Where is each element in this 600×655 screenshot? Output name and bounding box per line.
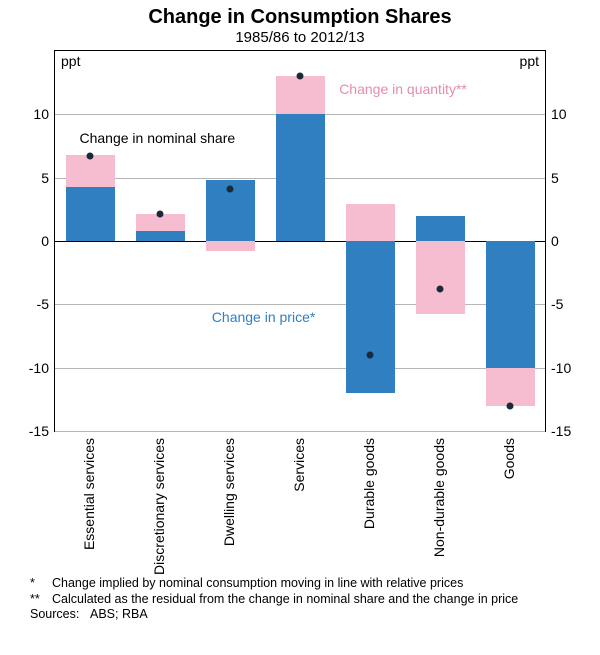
plot-area: ppt ppt -15-15-10-10-5-500551010Change i… — [54, 50, 546, 432]
gridline — [55, 304, 545, 305]
bar-price — [486, 241, 535, 368]
annotation-nominal_share: Change in nominal share — [80, 130, 236, 146]
bar-price — [66, 187, 115, 241]
ytick-left: -10 — [29, 360, 49, 376]
footnote-2: ** Calculated as the residual from the c… — [30, 592, 580, 608]
x-label: Essential services — [81, 438, 97, 550]
footnote-mark: * — [30, 576, 52, 592]
x-label: Dwelling services — [221, 438, 237, 546]
bar-price — [416, 216, 465, 241]
ytick-right: -5 — [551, 296, 563, 312]
marker-dot — [297, 73, 304, 80]
marker-dot — [157, 211, 164, 218]
footnote-text: Calculated as the residual from the chan… — [52, 592, 580, 608]
sources: Sources: ABS; RBA — [30, 607, 580, 623]
ytick-right: 10 — [551, 106, 567, 122]
ytick-right: 0 — [551, 233, 559, 249]
footnote-mark: ** — [30, 592, 52, 608]
x-label: Non-durable goods — [431, 438, 447, 557]
annotation-quantity: Change in quantity** — [339, 81, 467, 97]
footnote-1: * Change implied by nominal consumption … — [30, 576, 580, 592]
footnotes: * Change implied by nominal consumption … — [30, 576, 580, 623]
footnote-text: Change implied by nominal consumption mo… — [52, 576, 580, 592]
ytick-left: -15 — [29, 423, 49, 439]
ytick-left: -5 — [37, 296, 49, 312]
marker-dot — [227, 186, 234, 193]
chart-title: Change in Consumption Shares — [0, 6, 600, 29]
bar-quantity — [206, 241, 255, 251]
bar-quantity — [276, 76, 325, 114]
marker-dot — [507, 402, 514, 409]
bar-quantity — [486, 368, 535, 406]
bar-price — [346, 241, 395, 393]
chart-subtitle: 1985/86 to 2012/13 — [0, 29, 600, 46]
x-label: Goods — [501, 438, 517, 479]
gridline — [55, 241, 545, 242]
gridline — [55, 368, 545, 369]
ytick-left: 0 — [41, 233, 49, 249]
y-unit-right: ppt — [520, 53, 539, 69]
marker-dot — [437, 286, 444, 293]
x-axis-labels: Essential services Discretionary services… — [54, 432, 546, 572]
chart-container: Change in Consumption Shares 1985/86 to … — [0, 6, 600, 623]
sources-text: ABS; RBA — [90, 607, 580, 623]
ytick-right: -15 — [551, 423, 571, 439]
bar-quantity — [416, 241, 465, 314]
y-unit-left: ppt — [61, 53, 80, 69]
annotation-price: Change in price* — [212, 309, 316, 325]
x-label: Durable goods — [361, 438, 377, 529]
marker-dot — [367, 352, 374, 359]
bar-price — [276, 114, 325, 241]
ytick-right: 5 — [551, 170, 559, 186]
sources-label: Sources: — [30, 607, 90, 623]
ytick-right: -10 — [551, 360, 571, 376]
x-label: Services — [291, 438, 307, 492]
bar-quantity — [346, 204, 395, 241]
ytick-left: 5 — [41, 170, 49, 186]
x-label: Discretionary services — [151, 438, 167, 575]
ytick-left: 10 — [33, 106, 49, 122]
marker-dot — [87, 153, 94, 160]
bar-price — [136, 231, 185, 241]
